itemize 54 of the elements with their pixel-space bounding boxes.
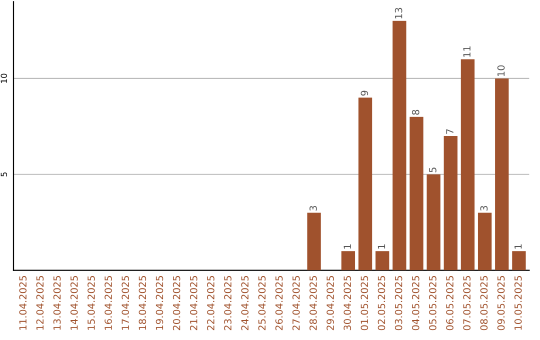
x-tick-label: 02.05.2025 (378, 276, 386, 330)
x-tick-label: 18.04.2025 (138, 276, 146, 330)
data-label: 10 (497, 65, 505, 76)
x-tick-label: 24.04.2025 (241, 276, 249, 330)
x-tick-label: 21.04.2025 (190, 276, 198, 330)
x-tick-label: 13.04.2025 (53, 276, 61, 330)
x-tick-label: 12.04.2025 (36, 276, 44, 330)
x-tick-label: 07.05.2025 (463, 276, 471, 330)
data-label: 11 (463, 46, 470, 57)
x-tick-label: 04.05.2025 (412, 276, 420, 330)
data-label: 3 (310, 206, 317, 211)
x-tick-label: 15.04.2025 (88, 276, 95, 330)
x-tick-label: 16.04.2025 (104, 276, 112, 330)
x-tick-label: 05.05.2025 (429, 276, 436, 330)
bar (444, 136, 458, 270)
bar (376, 251, 390, 270)
x-tick-label: 22.04.2025 (207, 276, 214, 330)
data-label: 1 (514, 244, 522, 249)
x-tick-label: 03.05.2025 (394, 276, 402, 330)
x-tick-label: 27.04.2025 (292, 276, 300, 330)
bar (512, 251, 526, 270)
x-tick-label: 29.04.2025 (326, 276, 334, 330)
data-label: 8 (412, 110, 420, 115)
data-label: 1 (344, 244, 351, 249)
x-tick-label: 25.04.2025 (258, 276, 266, 330)
x-tick-label: 06.05.2025 (446, 276, 454, 330)
x-tick-label: 19.04.2025 (156, 276, 164, 330)
x-tick-label: 09.05.2025 (497, 276, 505, 330)
x-tick-label: 20.04.2025 (172, 276, 180, 330)
data-label: 5 (429, 168, 436, 172)
data-label: 3 (480, 206, 488, 211)
x-tick-label: 30.04.2025 (344, 276, 352, 330)
bar (478, 212, 492, 270)
bar (426, 174, 440, 270)
x-tick-label: 26.04.2025 (275, 276, 283, 330)
x-tick-label: 10.05.2025 (514, 276, 522, 330)
bar (410, 116, 424, 270)
data-label: 9 (360, 90, 368, 96)
bar (495, 78, 509, 270)
data-label: 13 (394, 8, 402, 18)
x-tick-label: 08.05.2025 (480, 276, 488, 330)
data-label: 7 (446, 129, 454, 134)
x-tick-label: 14.04.2025 (70, 276, 78, 330)
bar (460, 59, 475, 270)
x-tick-label: 01.05.2025 (360, 276, 368, 330)
bar (307, 212, 321, 270)
bar (392, 20, 406, 270)
x-tick-label: 28.04.2025 (310, 276, 317, 330)
data-label: 1 (378, 244, 386, 249)
x-tick-label: 23.04.2025 (224, 276, 232, 330)
bar (358, 98, 372, 270)
x-tick-label: 17.04.2025 (122, 276, 130, 330)
x-tick-label: 11.04.2025 (19, 276, 27, 330)
bar (341, 251, 356, 270)
